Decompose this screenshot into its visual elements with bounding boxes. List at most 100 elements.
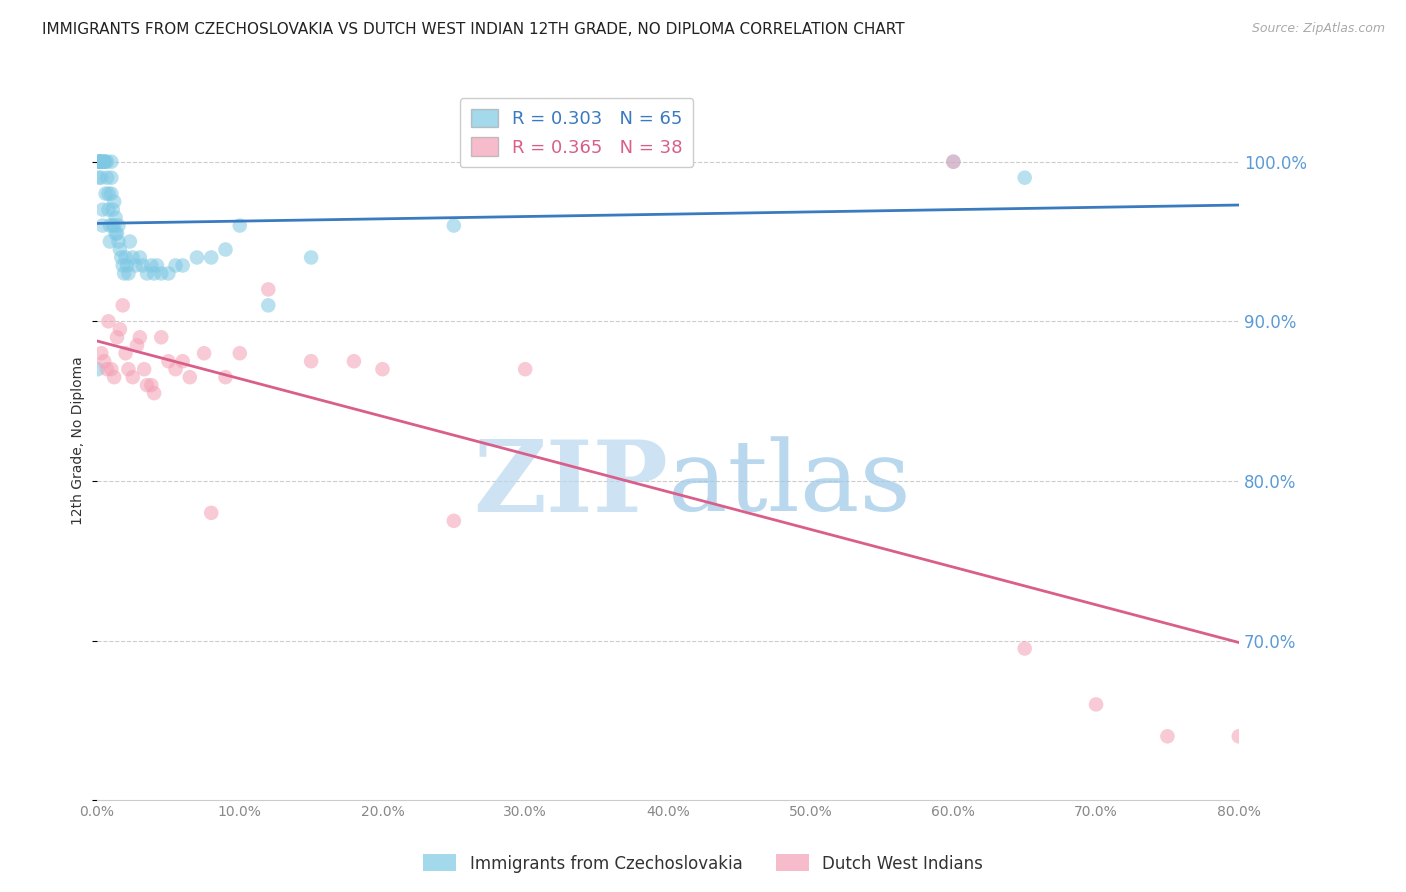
Point — [942, 154, 965, 169]
Point — [104, 227, 127, 241]
Point — [90, 154, 112, 169]
Point — [94, 154, 117, 169]
Point — [97, 202, 120, 217]
Point — [91, 202, 114, 217]
Point — [157, 354, 180, 368]
Point — [141, 378, 163, 392]
Point — [136, 267, 159, 281]
Point — [110, 251, 132, 265]
Point — [150, 267, 173, 281]
Point — [1014, 641, 1036, 656]
Point — [118, 235, 141, 249]
Point — [124, 259, 146, 273]
Point — [89, 154, 111, 169]
Point — [157, 267, 180, 281]
Point — [942, 154, 965, 169]
Point — [96, 154, 118, 169]
Point — [193, 346, 215, 360]
Point — [96, 362, 118, 376]
Point — [104, 211, 127, 225]
Point — [200, 251, 222, 265]
Point — [257, 298, 280, 312]
Point — [115, 259, 138, 273]
Point — [105, 330, 128, 344]
Point — [87, 154, 110, 169]
Point — [114, 346, 136, 360]
Point — [146, 259, 169, 273]
Point — [107, 235, 129, 249]
Point — [128, 251, 150, 265]
Point — [117, 362, 139, 376]
Text: ZIP: ZIP — [472, 435, 668, 533]
Point — [108, 243, 131, 257]
Point — [89, 154, 111, 169]
Point — [343, 354, 366, 368]
Point — [128, 330, 150, 344]
Point — [117, 267, 139, 281]
Point — [143, 386, 166, 401]
Point — [371, 362, 394, 376]
Point — [1156, 729, 1178, 743]
Point — [97, 186, 120, 201]
Point — [97, 314, 120, 328]
Point — [100, 154, 122, 169]
Point — [89, 154, 111, 169]
Point — [515, 362, 537, 376]
Text: Source: ZipAtlas.com: Source: ZipAtlas.com — [1251, 22, 1385, 36]
Point — [93, 354, 115, 368]
Text: IMMIGRANTS FROM CZECHOSLOVAKIA VS DUTCH WEST INDIAN 12TH GRADE, NO DIPLOMA CORRE: IMMIGRANTS FROM CZECHOSLOVAKIA VS DUTCH … — [42, 22, 905, 37]
Point — [132, 259, 155, 273]
Point — [257, 282, 280, 296]
Point — [136, 378, 159, 392]
Point — [96, 170, 118, 185]
Point — [93, 154, 115, 169]
Point — [143, 267, 166, 281]
Point — [103, 370, 125, 384]
Point — [1014, 170, 1036, 185]
Point — [141, 259, 163, 273]
Point — [91, 219, 114, 233]
Point — [1085, 698, 1108, 712]
Point — [87, 362, 110, 376]
Point — [94, 186, 117, 201]
Point — [101, 202, 124, 217]
Point — [125, 338, 148, 352]
Point — [214, 243, 236, 257]
Point — [150, 330, 173, 344]
Text: atlas: atlas — [668, 436, 911, 532]
Point — [299, 354, 322, 368]
Point — [165, 362, 187, 376]
Point — [90, 154, 112, 169]
Point — [114, 251, 136, 265]
Point — [172, 354, 194, 368]
Point — [93, 154, 115, 169]
Point — [100, 186, 122, 201]
Y-axis label: 12th Grade, No Diploma: 12th Grade, No Diploma — [72, 357, 86, 525]
Point — [89, 154, 111, 169]
Point — [229, 219, 252, 233]
Point — [443, 514, 465, 528]
Point — [165, 259, 187, 273]
Point — [172, 259, 194, 273]
Point — [108, 322, 131, 336]
Point — [200, 506, 222, 520]
Point — [87, 154, 110, 169]
Point — [1227, 729, 1250, 743]
Point — [107, 219, 129, 233]
Point — [105, 227, 128, 241]
Point — [214, 370, 236, 384]
Point — [111, 259, 134, 273]
Point — [134, 362, 156, 376]
Point — [179, 370, 201, 384]
Point — [100, 170, 122, 185]
Point — [121, 251, 143, 265]
Point — [299, 251, 322, 265]
Point — [443, 219, 465, 233]
Point — [90, 346, 112, 360]
Point — [98, 219, 121, 233]
Point — [111, 298, 134, 312]
Legend: R = 0.303   N = 65, R = 0.365   N = 38: R = 0.303 N = 65, R = 0.365 N = 38 — [460, 98, 693, 168]
Point — [93, 154, 115, 169]
Legend: Immigrants from Czechoslovakia, Dutch West Indians: Immigrants from Czechoslovakia, Dutch We… — [416, 847, 990, 880]
Point — [103, 194, 125, 209]
